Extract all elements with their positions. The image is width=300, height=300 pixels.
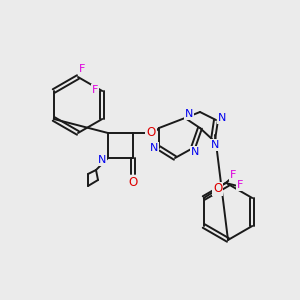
Text: N: N <box>185 109 193 119</box>
Text: N: N <box>150 143 158 153</box>
Text: N: N <box>211 140 219 150</box>
Text: F: F <box>230 170 236 180</box>
Text: N: N <box>98 155 106 165</box>
Text: O: O <box>128 176 138 188</box>
Text: F: F <box>79 64 85 74</box>
Text: N: N <box>218 113 226 123</box>
Text: N: N <box>191 147 199 157</box>
Text: F: F <box>237 180 243 190</box>
Text: F: F <box>92 85 98 95</box>
Text: O: O <box>213 182 222 196</box>
Text: O: O <box>146 127 156 140</box>
